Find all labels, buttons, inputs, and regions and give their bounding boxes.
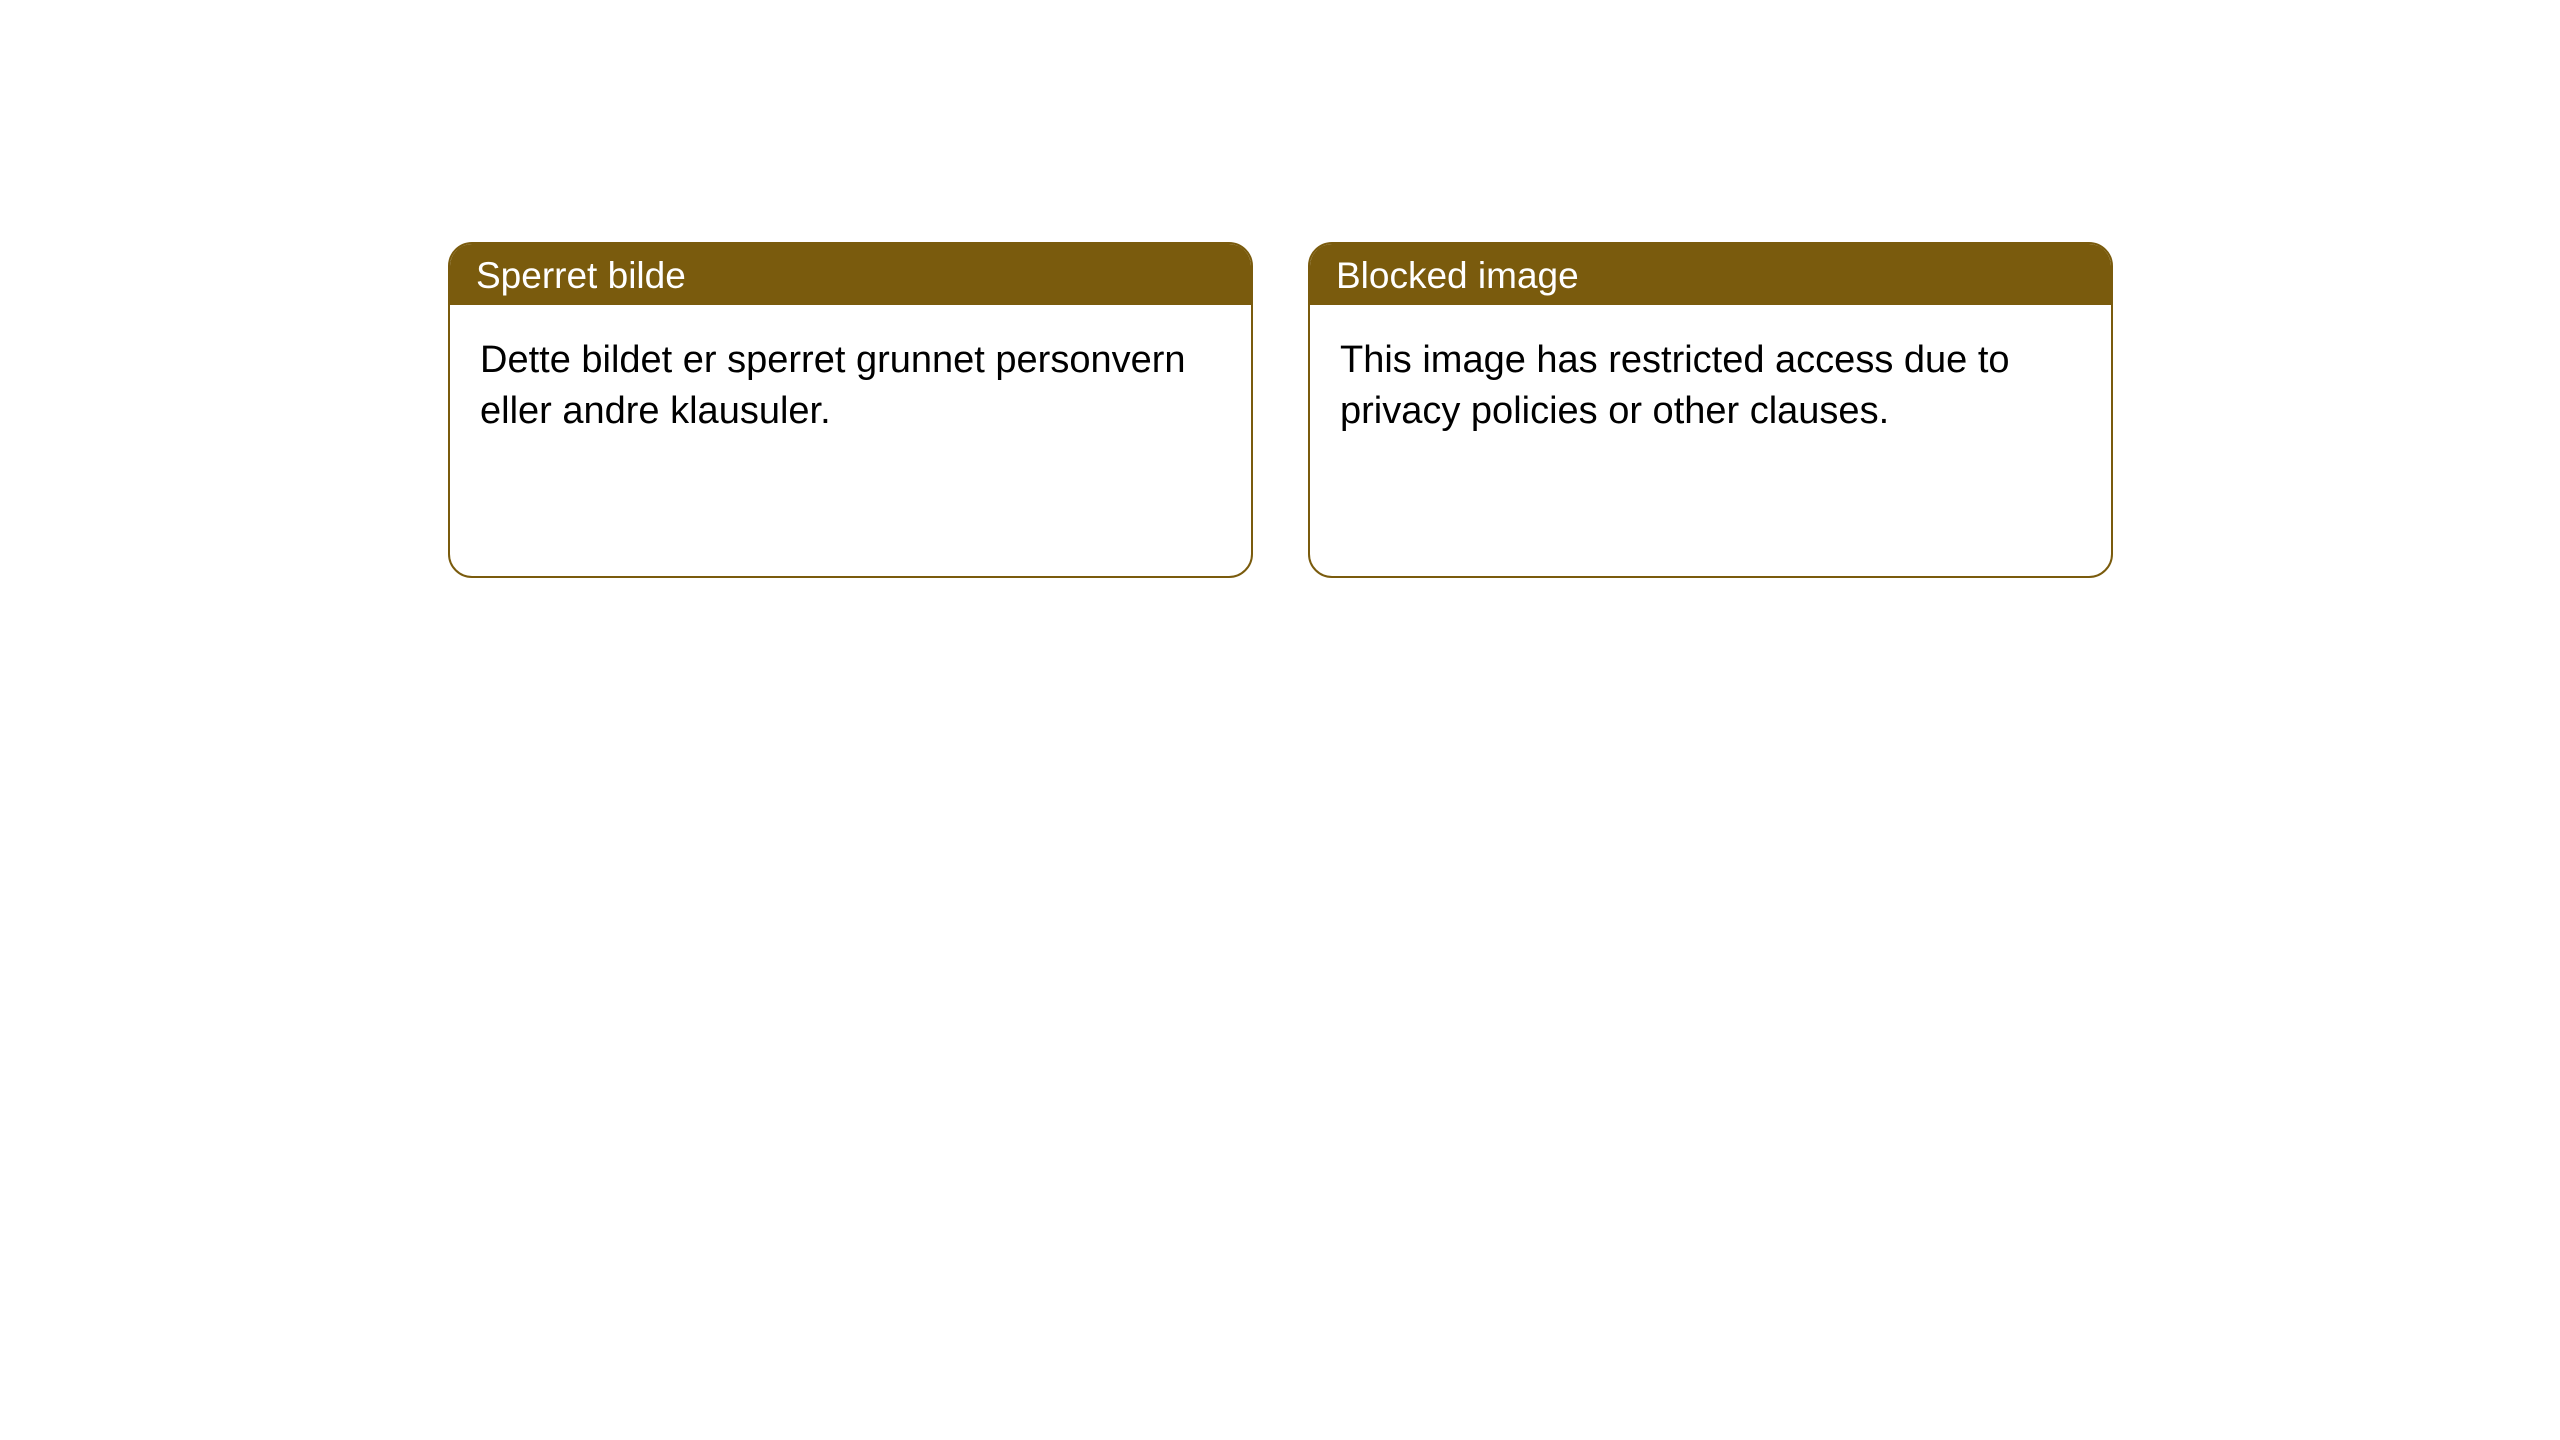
card-body: Dette bildet er sperret grunnet personve…: [450, 305, 1251, 576]
card-title-text: Blocked image: [1336, 255, 1579, 296]
message-cards-row: Sperret bilde Dette bildet er sperret gr…: [448, 242, 2113, 578]
card-header: Sperret bilde: [450, 244, 1251, 305]
card-body-text: This image has restricted access due to …: [1340, 339, 2010, 432]
card-body: This image has restricted access due to …: [1310, 305, 2111, 576]
card-header: Blocked image: [1310, 244, 2111, 305]
card-body-text: Dette bildet er sperret grunnet personve…: [480, 339, 1186, 432]
blocked-image-card-no: Sperret bilde Dette bildet er sperret gr…: [448, 242, 1253, 578]
card-title-text: Sperret bilde: [476, 255, 686, 296]
blocked-image-card-en: Blocked image This image has restricted …: [1308, 242, 2113, 578]
